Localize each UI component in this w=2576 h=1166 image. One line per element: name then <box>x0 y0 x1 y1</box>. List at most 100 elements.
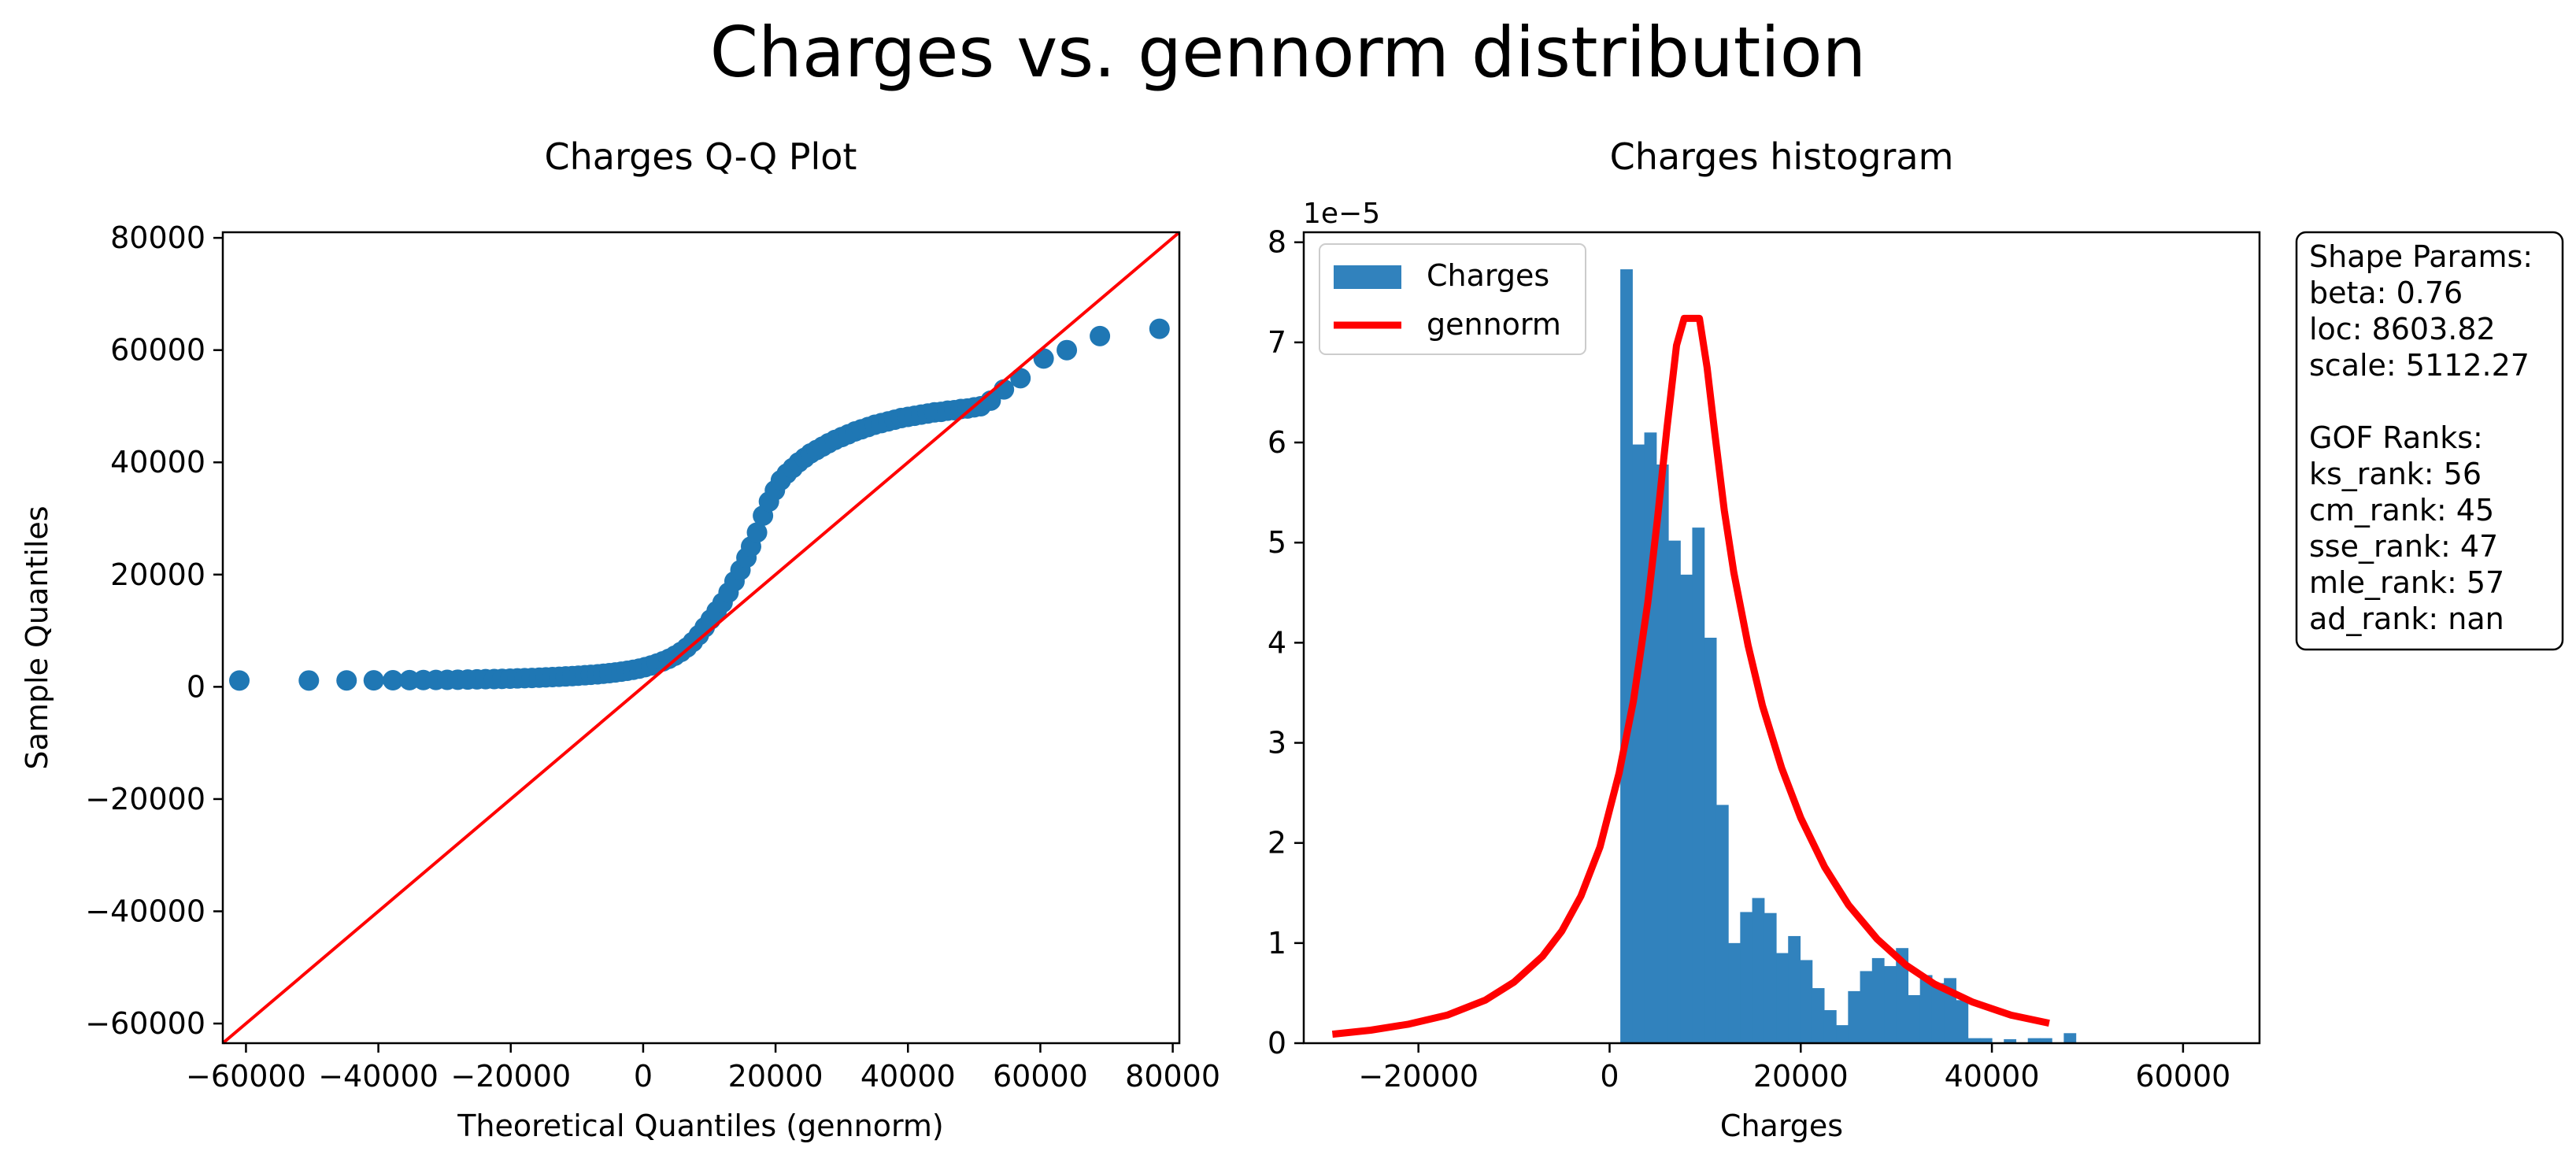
histogram-bar <box>1967 1038 1981 1043</box>
stats-line-loc: loc: 8603.82 <box>2309 312 2496 346</box>
qq-x-axis-ticks: −60000 −40000 −20000 0 20000 40000 60000 80000 <box>186 1043 1220 1094</box>
histogram-x-axis-label: Charges <box>1720 1109 1843 1143</box>
qq-y-tick-label: −20000 <box>85 782 205 816</box>
qq-point <box>383 670 404 691</box>
histogram-bar <box>2027 1038 2041 1043</box>
histogram-bar <box>1740 912 1753 1043</box>
histogram-x-axis-ticks: −20000 0 20000 40000 60000 <box>1358 1043 2230 1094</box>
legend-gennorm-label: gennorm <box>1427 307 1561 342</box>
histogram-y-tick-label: 3 <box>1268 726 1286 761</box>
histogram-y-tick-label: 0 <box>1268 1026 1286 1061</box>
histogram-bar <box>1620 269 1633 1043</box>
histogram-y-tick-label: 7 <box>1268 325 1286 360</box>
qq-point <box>336 670 357 691</box>
histogram-bar <box>2004 1038 2017 1043</box>
stats-line-mle-rank: mle_rank: 57 <box>2309 565 2504 600</box>
histogram-x-tick-label: 0 <box>1600 1059 1619 1094</box>
histogram-frame <box>1302 231 2261 1045</box>
stats-line-sse-rank: sse_rank: 47 <box>2309 529 2498 564</box>
histogram-bar <box>1776 953 1789 1043</box>
histogram-y-tick-label: 1 <box>1268 926 1286 961</box>
qq-plot-panel: Charges Q-Q Plot −60000 −40000 −20000 0 2000… <box>20 135 1220 1143</box>
histogram-title: Charges histogram <box>1610 135 1954 178</box>
histogram-bar <box>1836 1025 1849 1043</box>
histogram-x-tick-label: 40000 <box>1945 1059 2040 1094</box>
histogram-bar <box>1860 971 1873 1043</box>
histogram-bar <box>1788 935 1801 1043</box>
histogram-bar <box>1931 983 1945 1043</box>
histogram-bar <box>1919 975 1933 1043</box>
histogram-legend: Charges gennorm <box>1319 243 1586 355</box>
histogram-x-tick-label: 60000 <box>2135 1059 2230 1094</box>
histogram-bar <box>2063 1033 2077 1043</box>
qq-x-tick-label: 40000 <box>861 1059 956 1094</box>
histogram-bar <box>1632 444 1645 1043</box>
qq-x-tick-label: 60000 <box>993 1059 1088 1094</box>
figure-title: Charges vs. gennorm distribution <box>710 12 1867 93</box>
histogram-bar <box>1704 638 1717 1043</box>
histogram-bar <box>1728 942 1741 1043</box>
stats-line-gof-ranks: GOF Ranks: <box>2309 420 2483 455</box>
histogram-bar <box>1884 966 1897 1043</box>
qq-plot-area <box>221 231 1181 1045</box>
histogram-bar <box>1956 1000 1969 1043</box>
histogram-bar <box>1764 912 1777 1043</box>
stats-line-scale: scale: 5112.27 <box>2309 348 2530 383</box>
qq-y-tick-label: −60000 <box>85 1006 205 1041</box>
histogram-y-tick-label: 2 <box>1268 826 1286 861</box>
histogram-panel: Charges histogram −20000 0 20000 40000 60000… <box>1268 135 2261 1143</box>
histogram-x-tick-label: 20000 <box>1753 1059 1849 1094</box>
stats-line-cm-rank: cm_rank: 45 <box>2309 493 2494 527</box>
qq-y-tick-label: 40000 <box>110 445 205 479</box>
qq-point <box>1057 339 1078 361</box>
qq-plot-frame <box>221 231 1181 1045</box>
histogram-plot-area <box>1331 269 2077 1043</box>
histogram-bar <box>1715 805 1729 1043</box>
histogram-bar <box>1800 960 1813 1043</box>
legend-charges-label: Charges <box>1427 258 1549 293</box>
stats-line-ks-rank: ks_rank: 56 <box>2309 457 2482 491</box>
qq-point <box>746 522 768 543</box>
qq-x-tick-label: −40000 <box>318 1059 439 1094</box>
qq-x-axis-label: Theoretical Quantiles (gennorm) <box>457 1109 944 1143</box>
histogram-bar <box>1896 948 1909 1043</box>
qq-x-tick-label: 80000 <box>1125 1059 1220 1094</box>
histogram-bar <box>1667 540 1681 1043</box>
histogram-y-tick-label: 5 <box>1268 525 1286 560</box>
qq-x-tick-label: 20000 <box>728 1059 824 1094</box>
qq-point <box>1149 318 1170 339</box>
histogram-bar <box>1692 527 1705 1043</box>
gennorm-fit-line <box>1331 314 2050 1038</box>
qq-y-tick-label: −40000 <box>85 894 205 928</box>
qq-x-tick-label: −20000 <box>450 1059 571 1094</box>
histogram-y-tick-label: 8 <box>1268 225 1286 260</box>
qq-point <box>229 670 250 691</box>
qq-x-tick-label: −60000 <box>186 1059 306 1094</box>
stats-line-shape-params: Shape Params: <box>2309 239 2533 274</box>
qq-point <box>1090 325 1111 346</box>
qq-y-tick-label: 20000 <box>110 557 205 592</box>
stats-box-frame <box>2295 231 2564 651</box>
histogram-bar <box>1979 1038 1993 1043</box>
stats-line-beta: beta: 0.76 <box>2309 276 2463 310</box>
qq-reference-line <box>221 231 1181 1045</box>
qq-y-tick-label: 60000 <box>110 333 205 368</box>
histogram-bar <box>1680 574 1693 1043</box>
histogram-bar <box>1871 957 1885 1043</box>
histogram-y-offset-label: 1e−5 <box>1303 198 1380 230</box>
qq-y-tick-label: 80000 <box>110 220 205 255</box>
histogram-bar <box>1656 465 1669 1043</box>
stats-box: Shape Params: beta: 0.76 loc: 8603.82 sc… <box>2295 231 2564 651</box>
stats-line-ad-rank: ad_rank: nan <box>2309 602 2504 636</box>
histogram-bar <box>2039 1038 2052 1043</box>
qq-x-tick-label: 0 <box>634 1059 653 1094</box>
histogram-bar <box>1823 1010 1837 1043</box>
histogram-bar <box>1848 990 1861 1043</box>
histogram-y-tick-label: 6 <box>1268 425 1286 460</box>
legend-charges-swatch <box>1334 265 1401 289</box>
qq-y-axis-ticks: −60000 −40000 −20000 0 20000 40000 60000 80000 <box>85 220 223 1041</box>
qq-y-tick-label: 0 <box>187 669 205 704</box>
histogram-y-tick-label: 4 <box>1268 625 1286 660</box>
